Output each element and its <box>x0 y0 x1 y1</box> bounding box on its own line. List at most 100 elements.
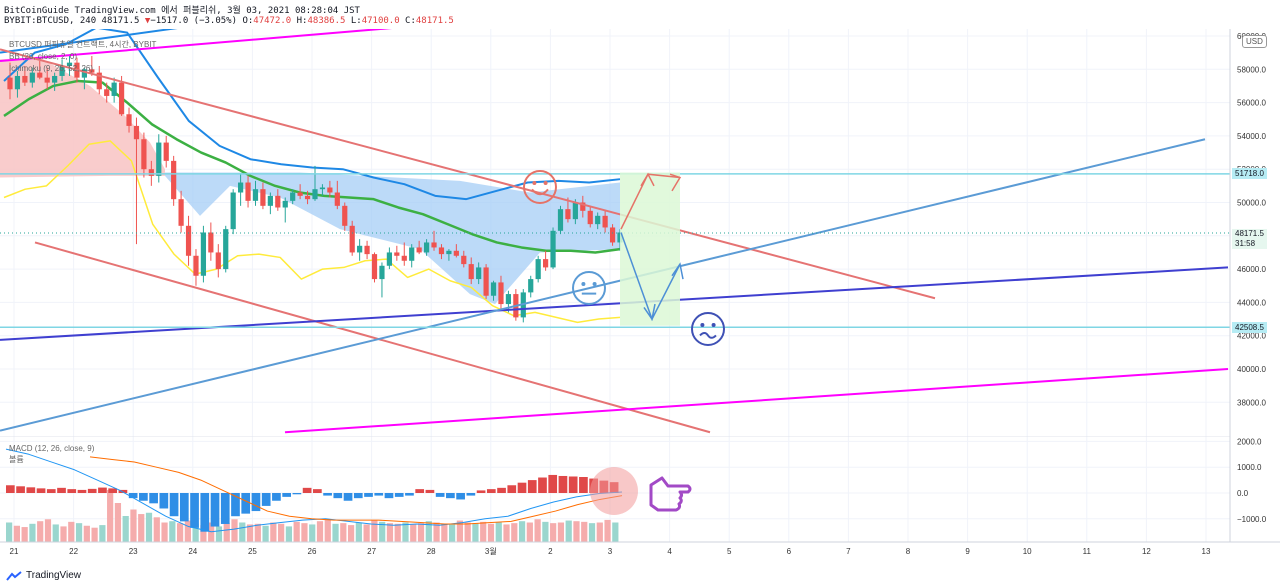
candle-body <box>111 82 117 96</box>
trendline-magenta-top <box>0 29 393 62</box>
volume-bar <box>208 522 215 542</box>
candle-body <box>260 189 266 206</box>
volume-bar <box>13 525 20 542</box>
price-tag-support-value: 42508.5 <box>1235 323 1264 332</box>
candle-body <box>446 250 452 255</box>
volume-bar <box>285 526 293 542</box>
candle-body <box>14 75 21 90</box>
price-tick-label: 58000.0 <box>1237 65 1266 74</box>
candle-body <box>104 89 110 96</box>
pointing-hand-icon <box>649 476 692 512</box>
candle-body <box>401 255 407 261</box>
drawing-overlay <box>523 170 725 515</box>
open-label: O: <box>242 16 254 26</box>
candle-body <box>357 245 363 253</box>
volume-bar <box>588 523 596 542</box>
macd-histogram-bar <box>353 493 363 499</box>
legend-macd-sub: 볼륨 <box>9 454 24 464</box>
volume-bar <box>6 522 13 542</box>
candle-body <box>431 242 437 248</box>
candle-body <box>171 160 177 200</box>
macd-histogram-bar <box>118 489 128 493</box>
volume-bar <box>511 523 518 542</box>
price-tag-support: 42508.5 <box>1232 322 1267 333</box>
volume-bar <box>278 523 285 542</box>
candle-body <box>505 294 512 305</box>
candle-body <box>498 282 504 305</box>
macd-pane[interactable] <box>0 436 1230 542</box>
candle-body <box>483 267 489 296</box>
candle-body <box>572 202 578 220</box>
volume-bar <box>573 521 580 542</box>
macd-histogram-bar <box>220 493 230 524</box>
candle-body <box>461 255 467 265</box>
time-tick-label: 28 <box>427 547 436 556</box>
volume-bar <box>363 524 370 542</box>
time-tick-label: 9 <box>965 547 970 556</box>
price-tick-label: 56000.0 <box>1237 99 1266 108</box>
volume-bar <box>480 521 487 542</box>
volume-bar <box>316 521 324 542</box>
candle-body <box>185 225 192 256</box>
candle-body <box>565 209 571 220</box>
volume-bar <box>410 524 417 542</box>
legend-bb: BB (20, close, 2, 0) <box>9 52 77 61</box>
ichimoku-cloud-bearish <box>0 57 165 178</box>
change-text: −1517.0 (−3.05%) <box>150 16 238 26</box>
candle-body <box>163 142 169 161</box>
macd-tick-label: 0.0 <box>1237 489 1249 498</box>
volume-bar <box>262 525 269 542</box>
volume-bar <box>612 522 619 542</box>
volume-bar <box>184 520 191 542</box>
candle-body <box>528 279 534 293</box>
macd-histogram-bar <box>46 489 56 493</box>
macd-histogram-bar <box>57 487 66 493</box>
candle-body <box>96 72 102 90</box>
currency-badge[interactable]: USD <box>1242 35 1267 48</box>
tradingview-logo[interactable]: TradingView <box>6 570 81 581</box>
volume-bar <box>138 514 145 542</box>
macd-histogram-bar <box>394 493 404 497</box>
candle-body <box>230 192 236 230</box>
candle-body <box>290 192 296 201</box>
macd-histogram-bar <box>251 493 261 512</box>
volume-bar <box>130 509 137 542</box>
macd-histogram-bar <box>343 493 353 501</box>
volume-bar <box>355 522 362 542</box>
volume-bar <box>91 527 98 542</box>
candle-body <box>59 65 65 76</box>
macd-histogram-bar <box>210 493 220 527</box>
candle-body <box>148 169 154 176</box>
volume-bar <box>99 525 106 542</box>
volume-bar <box>526 522 533 542</box>
candle-body <box>394 252 400 256</box>
neutral-face-icon <box>572 271 606 305</box>
candle-body <box>29 72 35 83</box>
candle-body <box>282 200 288 208</box>
volume-bar <box>114 503 122 542</box>
volume-bar <box>176 523 184 542</box>
candle-body <box>364 245 370 255</box>
candle-body <box>156 142 162 176</box>
time-tick-label: 21 <box>10 547 19 556</box>
volume-bar <box>596 522 603 542</box>
volume-bar <box>425 521 432 542</box>
volume-bar <box>487 523 495 542</box>
volume-bar <box>394 523 401 542</box>
macd-histogram-bar <box>384 493 394 499</box>
price-pane[interactable] <box>0 11 1230 434</box>
volume-bar <box>604 519 611 542</box>
smiling-face-icon <box>523 170 557 204</box>
price-tag-resistance: 51718.0 <box>1232 168 1267 179</box>
volume-bar <box>145 512 153 542</box>
price-tick-label: 54000.0 <box>1237 132 1266 141</box>
volume-bar <box>83 525 90 542</box>
volume-bar <box>301 523 308 542</box>
candle-body <box>275 195 281 208</box>
dizzy-face-icon <box>691 312 725 346</box>
candle-body <box>423 242 430 253</box>
candle-body <box>334 192 340 206</box>
high-label: H: <box>296 16 308 26</box>
candle-body <box>476 267 482 280</box>
